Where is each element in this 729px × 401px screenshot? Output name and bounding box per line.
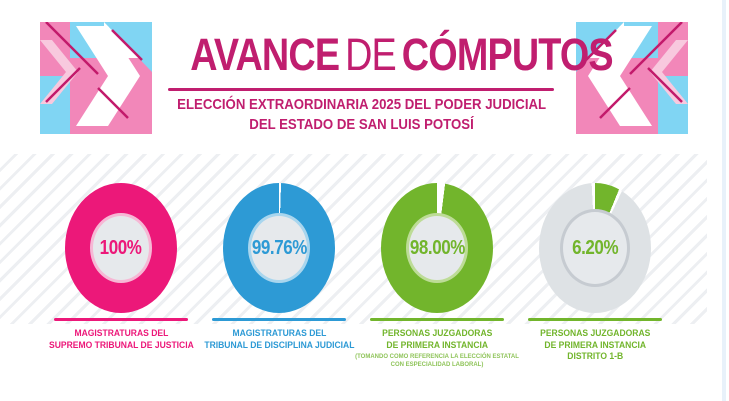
donut-hole: 99.76% bbox=[248, 213, 310, 283]
donut-hole: 98.00% bbox=[406, 213, 468, 283]
donut-label: PERSONAS JUZGADORAS DE PRIMERA INSTANCIA bbox=[376, 328, 498, 351]
label-line: SUPREMO TRIBUNAL DE JUSTICIA bbox=[48, 339, 194, 351]
percent-value: 6.20% bbox=[571, 236, 619, 259]
donut-hole: 100% bbox=[90, 213, 152, 283]
donut-chart: 98.00% bbox=[381, 183, 493, 313]
footnote-line: CON ESPECIALIDAD LABORAL) bbox=[390, 361, 484, 368]
donut-label: MAGISTRATURAS DEL SUPREMO TRIBUNAL DE JU… bbox=[41, 328, 202, 351]
page-edge-strip bbox=[722, 0, 726, 401]
chevron-right-motif-icon bbox=[40, 21, 152, 134]
label-separator-line bbox=[212, 318, 346, 321]
title-word-de: DE bbox=[345, 29, 397, 80]
label-line: TRIBUNAL DE DISCIPLINA JUDICIAL bbox=[203, 339, 355, 351]
label-line: MAGISTRATURAS DEL bbox=[74, 328, 168, 339]
label-separator-line bbox=[370, 318, 504, 321]
donut-chart: 99.76% bbox=[223, 183, 335, 313]
donut-footnote: (TOMANDO COMO REFERENCIA LA ELECCIÓN EST… bbox=[355, 354, 519, 369]
label-line: DISTRITO 1-B bbox=[567, 351, 623, 362]
label-line: PERSONAS JUZGADORAS bbox=[381, 328, 493, 339]
donut-chart: 6.20% bbox=[539, 183, 651, 313]
chevron-left-motif-svg bbox=[576, 21, 688, 134]
donut-column-supremo-tribunal: 100% MAGISTRATURAS DEL SUPREMO TRIBUNAL … bbox=[42, 183, 200, 369]
footnote-line: (TOMANDO COMO REFERENCIA LA ELECCIÓN EST… bbox=[355, 354, 519, 360]
donut-column-primera-instancia: 98.00% PERSONAS JUZGADORAS DE PRIMERA IN… bbox=[355, 183, 519, 369]
subtitle-line-1: ELECCIÓN EXTRAORDINARIA 2025 DEL PODER J… bbox=[177, 96, 547, 113]
label-line: DE PRIMERA INSTANCIA bbox=[386, 339, 488, 351]
label-line: DE PRIMERA INSTANCIA bbox=[544, 339, 646, 351]
label-separator-line bbox=[54, 318, 188, 321]
percent-value: 99.76% bbox=[251, 236, 307, 259]
donut-chart-row: 100% MAGISTRATURAS DEL SUPREMO TRIBUNAL … bbox=[42, 183, 674, 369]
label-line: PERSONAS JUZGADORAS bbox=[539, 328, 651, 339]
percent-value: 98.00% bbox=[409, 236, 465, 259]
chevron-left-motif-icon bbox=[576, 21, 688, 134]
title-underline bbox=[168, 88, 554, 91]
label-line: MAGISTRATURAS DEL bbox=[232, 328, 326, 339]
donut-column-disciplina-judicial: 99.76% MAGISTRATURAS DEL TRIBUNAL DE DIS… bbox=[200, 183, 358, 369]
label-separator-line bbox=[528, 318, 662, 321]
subtitle-line-2: DEL ESTADO DE SAN LUIS POTOSÍ bbox=[249, 116, 475, 133]
donut-column-primera-instancia-distrito-1b: 6.20% PERSONAS JUZGADORAS DE PRIMERA INS… bbox=[516, 183, 674, 369]
chevron-right-motif-svg bbox=[40, 21, 152, 134]
donut-label: PERSONAS JUZGADORAS DE PRIMERA INSTANCIA… bbox=[534, 328, 656, 363]
title-word-avance: AVANCE bbox=[190, 29, 340, 80]
donut-chart: 100% bbox=[65, 183, 177, 313]
page-subtitle: ELECCIÓN EXTRAORDINARIA 2025 DEL PODER J… bbox=[150, 95, 574, 135]
donut-label: MAGISTRATURAS DEL TRIBUNAL DE DISCIPLINA… bbox=[196, 328, 363, 351]
page-title-text: AVANCE DE CÓMPUTOS bbox=[190, 26, 613, 84]
percent-value: 100% bbox=[100, 236, 142, 259]
page-title: AVANCE DE CÓMPUTOS bbox=[150, 26, 613, 84]
donut-hole: 6.20% bbox=[560, 209, 630, 287]
title-word-computos: CÓMPUTOS bbox=[401, 29, 614, 80]
